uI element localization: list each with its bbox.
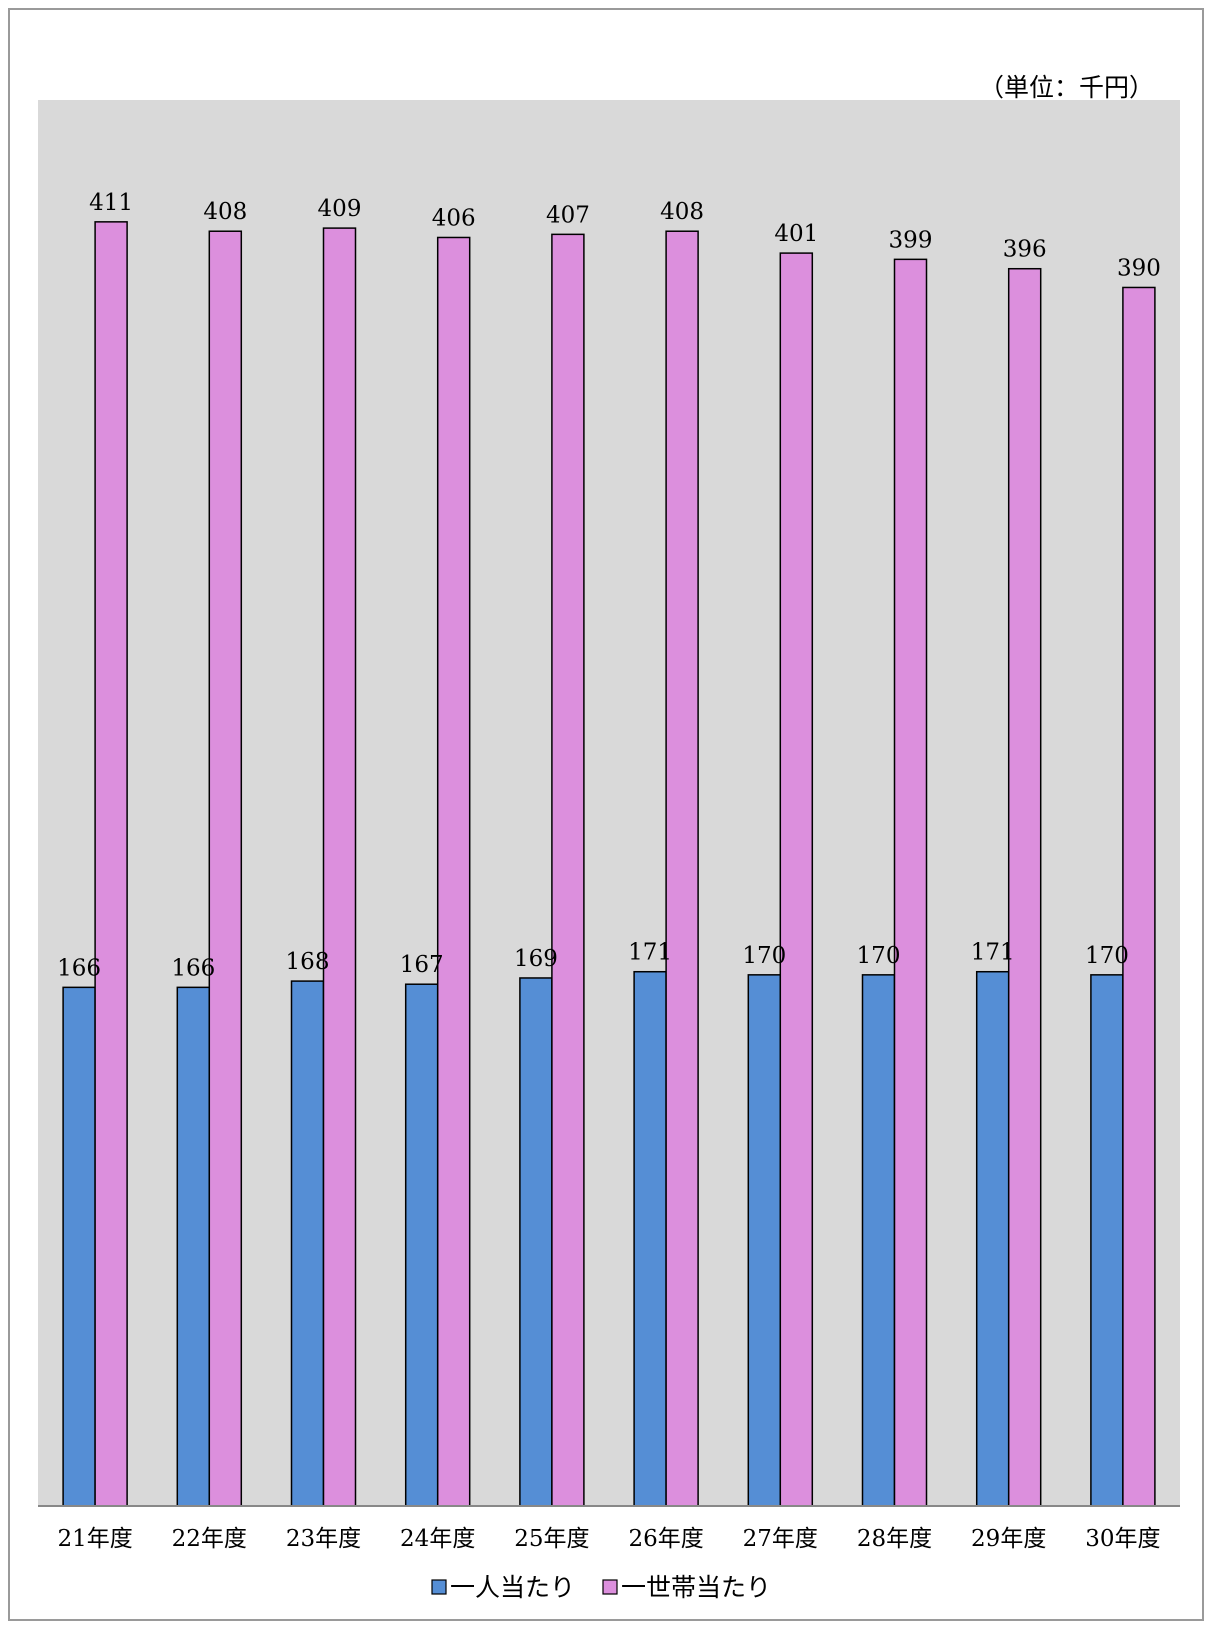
data-label-per-person-8: 171 — [971, 940, 1015, 966]
bar-per-household-4 — [551, 233, 585, 1507]
bar-per-person-1 — [176, 986, 211, 1507]
x-tick-label-9: 30年度 — [1085, 1526, 1160, 1552]
data-label-per-household-4: 407 — [546, 202, 590, 228]
bar-per-household-7 — [893, 258, 928, 1507]
bar-per-household-0 — [94, 221, 128, 1507]
x-tick-label-8: 29年度 — [971, 1526, 1046, 1552]
data-label-per-household-0: 411 — [89, 190, 133, 216]
bar-per-household-2 — [322, 227, 357, 1507]
bar-per-person-3 — [404, 983, 439, 1507]
legend-label-per-household: 一世帯当たり — [621, 1573, 771, 1602]
data-label-per-person-1: 166 — [171, 955, 215, 981]
bar-per-household-6 — [779, 252, 814, 1507]
x-tick-label-6: 27年度 — [743, 1526, 818, 1552]
data-label-per-household-2: 409 — [318, 196, 362, 222]
legend: 一人当たり 一世帯当たり — [431, 1573, 771, 1602]
bar-per-person-9 — [1090, 974, 1124, 1507]
data-labels-layer: 166 411 166 408 168 409 167 406 169 407 171 408 170 4… — [57, 190, 1161, 981]
data-label-per-person-6: 170 — [742, 943, 786, 969]
bar-per-person-4 — [519, 977, 553, 1507]
x-tick-label-5: 26年度 — [628, 1526, 703, 1552]
data-label-per-household-1: 408 — [203, 199, 247, 225]
data-label-per-person-2: 168 — [286, 949, 330, 975]
bar-per-household-3 — [436, 236, 471, 1507]
bar-per-household-5 — [665, 230, 699, 1507]
data-label-per-household-3: 406 — [432, 205, 476, 231]
data-label-per-household-6: 401 — [774, 221, 818, 247]
data-label-per-household-7: 399 — [889, 227, 933, 253]
x-tick-label-4: 25年度 — [514, 1526, 589, 1552]
data-label-per-person-0: 166 — [57, 955, 101, 981]
bar-per-person-5 — [633, 970, 667, 1507]
legend-swatch-per-household — [602, 1579, 618, 1595]
legend-label-per-person: 一人当たり — [450, 1573, 575, 1602]
data-label-per-household-9: 390 — [1117, 255, 1161, 281]
data-label-per-person-5: 171 — [628, 940, 672, 966]
legend-swatch-per-person — [431, 1579, 447, 1595]
data-label-per-household-5: 408 — [660, 199, 704, 225]
data-label-per-person-3: 167 — [400, 952, 444, 978]
bar-per-person-8 — [975, 970, 1010, 1507]
x-tick-label-0: 21年度 — [57, 1526, 132, 1552]
bar-per-person-2 — [290, 980, 325, 1507]
bar-per-household-9 — [1122, 286, 1156, 1507]
bar-per-household-1 — [208, 230, 243, 1507]
x-tick-label-2: 23年度 — [286, 1526, 361, 1552]
bars-layer — [62, 221, 1156, 1507]
x-tick-label-3: 24年度 — [400, 1526, 475, 1552]
bar-per-person-7 — [861, 974, 896, 1507]
x-tick-label-7: 28年度 — [857, 1526, 932, 1552]
data-label-per-person-4: 169 — [514, 946, 558, 972]
x-tick-labels: 21年度 22年度 23年度 24年度 25年度 26年度 27年度 28年度 29年度 30年度 — [57, 1526, 1160, 1552]
bar-per-person-0 — [62, 986, 96, 1507]
data-label-per-household-8: 396 — [1003, 237, 1047, 263]
data-label-per-person-7: 170 — [857, 943, 901, 969]
data-label-per-person-9: 170 — [1085, 943, 1129, 969]
bar-per-person-6 — [747, 974, 782, 1507]
unit-label: （単位：千円） — [978, 73, 1154, 102]
x-tick-label-1: 22年度 — [172, 1526, 247, 1552]
bar-per-household-8 — [1007, 267, 1042, 1507]
